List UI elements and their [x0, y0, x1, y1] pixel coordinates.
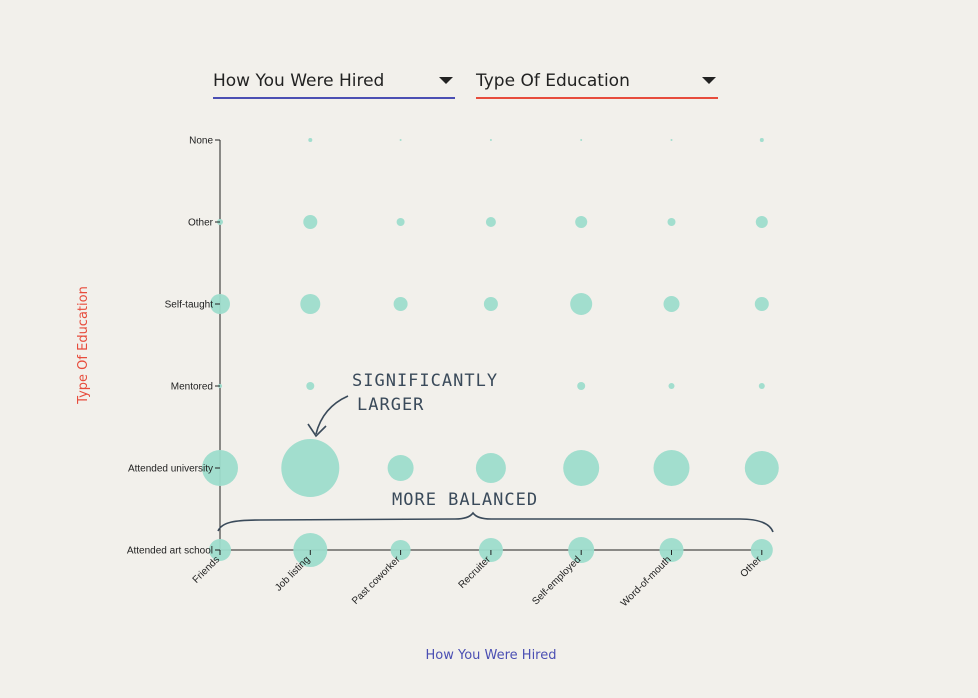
x-tick-label: Recruiter — [457, 554, 494, 591]
annotation-significantly-larger: SIGNIFICANTLY LARGER — [307, 371, 498, 438]
y-tick-label: Attended university — [128, 464, 213, 475]
bubble-point[interactable] — [759, 138, 764, 142]
bubble-point[interactable] — [653, 450, 690, 486]
bubble-point[interactable] — [670, 139, 673, 141]
bubble-point[interactable] — [580, 139, 583, 141]
bubble-point[interactable] — [281, 439, 340, 497]
bubble-point[interactable] — [754, 297, 769, 311]
bubble-point[interactable] — [577, 382, 586, 390]
x-tick-label: Self-employed — [530, 554, 583, 607]
y-axis-select-label: Type Of Education — [476, 71, 630, 91]
bubble-point[interactable] — [308, 138, 313, 142]
bubble-point[interactable] — [485, 217, 496, 227]
bubble-point[interactable] — [300, 294, 321, 314]
bubble-point[interactable] — [387, 455, 414, 481]
chevron-down-icon[interactable] — [439, 77, 453, 84]
y-tick-label: None — [189, 136, 213, 147]
annotation-more-balanced: MORE BALANCED — [217, 490, 774, 533]
bubble-point[interactable] — [563, 450, 600, 486]
bubble-point[interactable] — [570, 293, 593, 315]
bubble-point[interactable] — [393, 297, 408, 311]
y-tick-label: Mentored — [171, 382, 213, 393]
bubble-point[interactable] — [575, 216, 588, 228]
annotation-arrowhead — [307, 423, 327, 438]
bubble-point[interactable] — [306, 382, 315, 390]
bubble-point[interactable] — [755, 216, 768, 228]
annotation-arrow — [315, 395, 349, 435]
x-tick-label: Job listing — [273, 554, 312, 593]
bubble-point[interactable] — [663, 296, 680, 312]
y-tick-label: Other — [188, 218, 214, 229]
bubble-point[interactable] — [303, 215, 318, 229]
x-axis-select-label: How You Were Hired — [213, 71, 385, 91]
x-tick-label: Past coworker — [350, 554, 403, 607]
x-axis-title: How You Were Hired — [425, 648, 556, 663]
bubble-point[interactable] — [489, 139, 492, 141]
bubble-point[interactable] — [475, 453, 506, 483]
y-axis-select[interactable]: Type Of Education — [476, 68, 718, 99]
bubble-point[interactable] — [667, 218, 676, 226]
annotation-line: SIGNIFICANTLY — [352, 371, 498, 391]
y-axis-title: Type Of Education — [76, 286, 91, 405]
y-tick-label: Attended art school — [127, 546, 213, 557]
chevron-down-icon[interactable] — [702, 77, 716, 84]
bubble-point[interactable] — [396, 218, 405, 226]
bubble-point[interactable] — [399, 139, 402, 141]
bubble-point[interactable] — [744, 451, 779, 485]
annotation-line: MORE BALANCED — [392, 490, 538, 510]
annotation-line: LARGER — [357, 395, 424, 415]
bubble-point[interactable] — [668, 383, 675, 389]
bubble-point[interactable] — [758, 383, 765, 389]
x-tick-label: Word-of-mouth — [619, 554, 674, 609]
bubble-point[interactable] — [483, 297, 498, 311]
y-tick-label: Self-taught — [165, 300, 214, 311]
x-tick-label: Friends — [191, 554, 222, 585]
curly-brace — [217, 511, 774, 533]
x-axis-select[interactable]: How You Were Hired — [213, 68, 455, 99]
